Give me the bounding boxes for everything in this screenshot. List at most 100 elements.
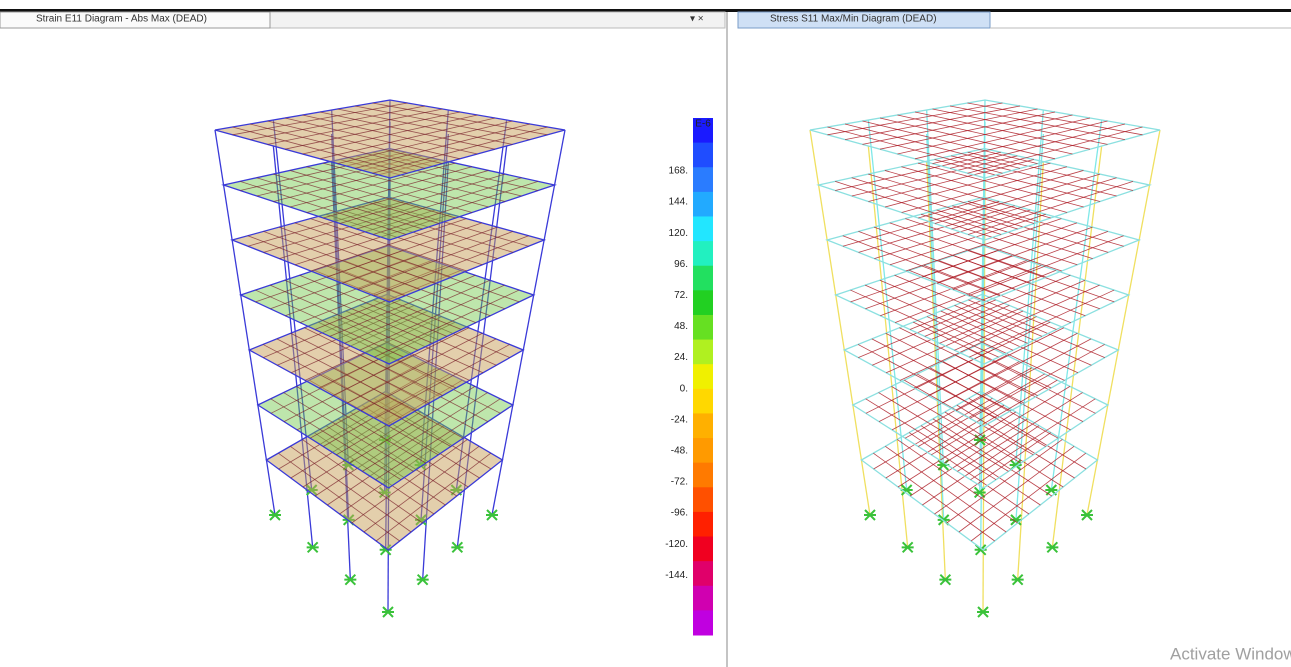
mesh-line [944,411,1064,488]
support-icon [1010,514,1022,526]
column [867,145,909,548]
column [926,109,944,466]
mesh-line [354,123,531,169]
mesh-line [969,344,1105,419]
mesh-line [955,354,1084,422]
support-icon [382,606,394,618]
mesh-line [322,162,489,208]
support [416,573,429,586]
legend-label: 168. [669,166,688,177]
legend-swatch [693,167,713,193]
mesh-line [967,102,1143,136]
mesh-line [936,209,1093,259]
mesh-line [373,299,510,358]
mesh-line [941,332,1078,404]
legend-swatch [693,561,713,587]
support [451,541,464,554]
mesh-line [944,386,1071,464]
legend-swatch [693,314,713,341]
slab [825,196,1142,303]
mesh-line [952,231,1109,290]
mesh-line [302,114,478,155]
legend-label: -48. [671,446,688,457]
support [901,541,914,554]
support [1046,541,1059,554]
mesh-line [323,170,489,219]
mesh-line [939,279,1086,344]
mesh-line [946,439,1063,524]
slab [230,196,547,303]
mesh-line [345,310,484,374]
mesh-line [934,432,1051,515]
mesh-line [332,327,470,396]
mesh-line [329,274,476,337]
legend-label: 144. [669,197,688,208]
left-tab[interactable] [0,11,271,29]
mesh-line [319,111,496,150]
support [864,509,876,521]
mesh-line [954,305,1092,366]
mesh-line [357,231,514,290]
column [926,133,945,520]
mesh-line [918,170,1084,219]
mesh-line [970,452,1087,542]
right-model [809,99,1161,618]
legend-label: 0. [680,383,688,394]
support [306,541,319,554]
right-tab[interactable] [737,11,991,29]
support [486,509,498,521]
legend-swatch [693,142,713,168]
mesh-line [937,226,1093,284]
support [974,544,987,556]
mesh-line [372,102,548,136]
mesh-line [359,284,505,351]
mesh-line [968,299,1105,358]
mesh-line [339,432,456,515]
legend-label: 120. [669,228,688,239]
left-tab-title[interactable]: Strain E11 Diagram - Abs Max (DEAD) [36,14,207,25]
support-icon [416,573,429,586]
legend-swatch [693,290,713,316]
mesh-line [354,105,531,140]
mesh-line [967,201,1124,247]
mesh-line [362,392,488,472]
legend-label: -120. [665,539,688,550]
mesh-line [920,213,1078,266]
color-legend: E-6 168. 144. 120. 96. 72. 48. 24. 0. -24. -48. -72… [665,118,713,636]
mesh-line [934,173,1101,224]
legend-swatch [693,610,713,636]
tab-controls[interactable]: ▾ × [690,14,704,25]
legend-label: 96. [674,259,688,270]
legend-label: -144. [665,570,688,581]
support-icon [864,509,876,521]
mesh-line [374,289,520,358]
support [973,486,986,499]
mesh-line [375,398,501,481]
mesh-line [954,284,1100,351]
legend-swatch [693,191,713,217]
column [1086,129,1161,516]
watermark: Activate Windows [1170,644,1291,663]
top-border [0,9,1291,12]
legend-label: 24. [674,352,688,363]
mesh-line [951,177,1117,230]
mesh-line [967,151,1134,191]
mesh-line [337,418,457,497]
column [491,129,566,516]
mesh-line [955,338,1092,412]
mesh-line [357,205,514,253]
support-icon [1011,573,1024,586]
support [382,606,394,618]
mesh-line [929,367,1059,439]
mesh-line [359,305,497,366]
slab [842,293,1120,427]
support [269,509,281,521]
slab [833,245,1131,365]
mesh-line [958,445,1075,533]
slab [809,99,1161,179]
support [1011,573,1024,586]
mesh-line [901,166,1068,213]
right-tab-title[interactable]: Stress S11 Max/Min Diagram (DEAD) [770,14,937,25]
mesh-line [956,404,1075,479]
